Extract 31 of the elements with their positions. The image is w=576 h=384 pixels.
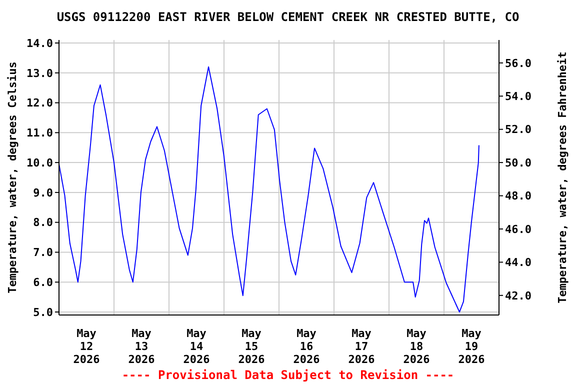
y-tick-label: 11.0 — [26, 126, 53, 140]
x-tick-label: May 16 2026 — [293, 327, 320, 366]
y2-tick-label: 46.0 — [505, 222, 532, 236]
y-tick-label: 10.0 — [26, 156, 53, 170]
y2-tick-label: 52.0 — [505, 123, 532, 136]
x-tick-label: May 19 2026 — [458, 327, 486, 366]
y-tick-label: 5.0 — [33, 306, 53, 319]
y2-tick-label: 50.0 — [505, 156, 532, 170]
y-tick-label: 8.0 — [33, 216, 53, 230]
line-series — [59, 66, 480, 313]
y-tick-label: 13.0 — [26, 66, 53, 80]
x-tick-label: May 17 2026 — [348, 327, 376, 366]
x-tick-label: May 13 2026 — [128, 327, 156, 366]
y-tick-label: 12.0 — [26, 96, 53, 110]
y2-tick-label: 54.0 — [505, 90, 532, 104]
x-tick-label: May 15 2026 — [238, 327, 266, 366]
x-tick-label: May 18 2026 — [403, 327, 430, 366]
y-axis-title: Temperature, water, degrees Celsius — [6, 62, 19, 294]
y2-tick-label: 56.0 — [505, 56, 532, 70]
chart-title: USGS 09112200 EAST RIVER BELOW CEMENT CREEK NR CRESTED BUTTE, CO — [56, 10, 520, 24]
text: ---- Provisional Data Subject to Revision ---- — [120, 368, 456, 382]
y-tick-label: 6.0 — [33, 276, 53, 290]
y2-axis-title: Temperature, water, degrees Fahrenheit — [556, 52, 569, 304]
x-tick-label: May 14 2026 — [183, 327, 210, 366]
y2-tick-label: 42.0 — [505, 289, 532, 302]
y-tick-label: 9.0 — [33, 186, 53, 200]
y-tick-label: 7.0 — [33, 246, 53, 260]
y2-tick-label: 44.0 — [505, 256, 532, 270]
y2-tick-label: 48.0 — [505, 190, 532, 203]
x-tick-label: May 12 2026 — [73, 327, 100, 366]
y-tick-label: 14.0 — [26, 36, 53, 50]
